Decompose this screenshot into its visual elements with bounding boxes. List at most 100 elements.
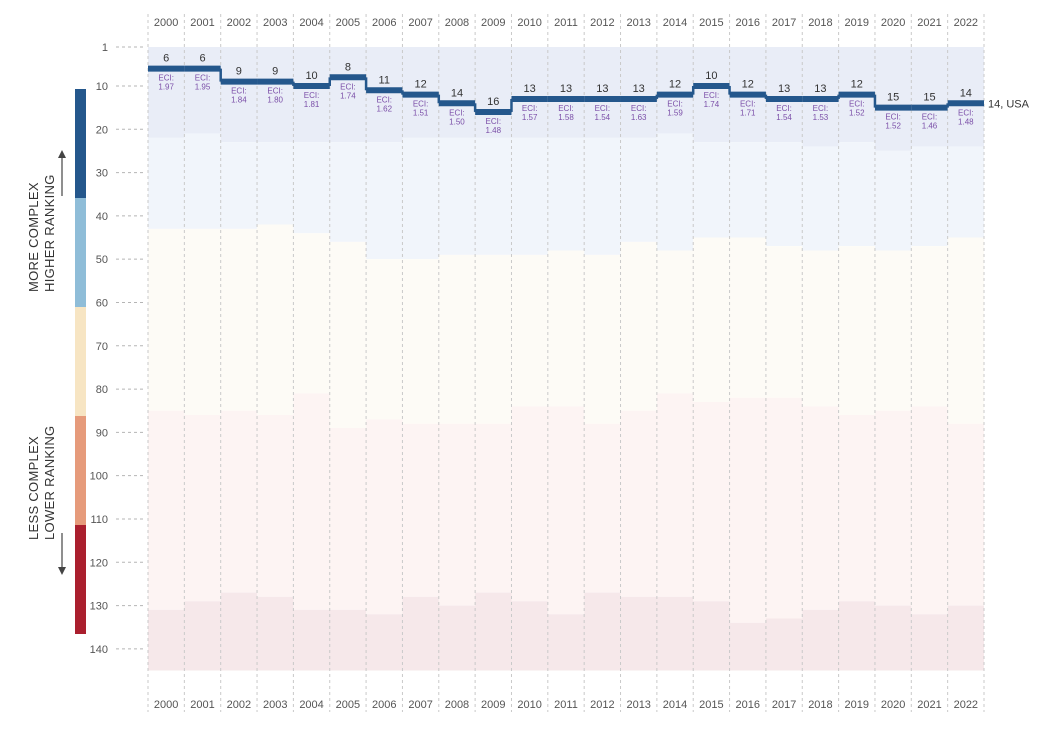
year-label-bottom: 2016 <box>735 699 759 711</box>
year-label-top: 2016 <box>735 17 759 29</box>
year-label-bottom: 2021 <box>917 699 941 711</box>
y-tick-label: 110 <box>90 514 108 526</box>
eci-value-label: 1.81 <box>304 100 320 109</box>
year-label-top: 2012 <box>590 17 614 29</box>
eci-prefix-label: ECI: <box>231 87 247 96</box>
rank-label: 6 <box>199 53 205 65</box>
rank-label: 13 <box>524 83 536 95</box>
rank-label: 9 <box>272 66 278 78</box>
eci-value-label: 1.95 <box>195 83 211 92</box>
year-label-top: 2022 <box>954 17 978 29</box>
eci-value-label: 1.97 <box>158 83 174 92</box>
eci-prefix-label: ECI: <box>340 82 356 91</box>
year-label-bottom: 2011 <box>554 699 578 711</box>
eci-value-label: 1.48 <box>958 117 974 126</box>
rank-label: 10 <box>705 70 717 82</box>
year-label-top: 2017 <box>772 17 796 29</box>
year-label-top: 2003 <box>263 17 287 29</box>
eci-prefix-label: ECI: <box>631 104 647 113</box>
x-axis-top: 2000 2001 2002 2003 2004 2005 2006 2007 2008 2009… <box>154 17 978 29</box>
rank-label: 8 <box>345 61 351 73</box>
eci-value-label: 1.57 <box>522 113 538 122</box>
eci-prefix-label: ECI: <box>885 113 901 122</box>
rank-label: 12 <box>742 79 754 91</box>
year-label-bottom: 2012 <box>590 699 614 711</box>
y-tick-label: 10 <box>96 81 108 93</box>
rank-label: 16 <box>487 96 499 108</box>
eci-value-label: 1.50 <box>449 117 465 126</box>
year-label-top: 2015 <box>699 17 723 29</box>
less-complex-label: LESS COMPLEX LOWER RANKING <box>26 426 57 540</box>
year-label-top: 2014 <box>663 17 687 29</box>
year-label-top: 2019 <box>845 17 869 29</box>
year-label-bottom: 2015 <box>699 699 723 711</box>
rank-label: 13 <box>560 83 572 95</box>
year-label-bottom: 2005 <box>336 699 360 711</box>
eci-value-label: 1.63 <box>631 113 647 122</box>
year-label-top: 2002 <box>227 17 251 29</box>
eci-prefix-label: ECI: <box>449 108 465 117</box>
year-label-bottom: 2014 <box>663 699 687 711</box>
eci-prefix-label: ECI: <box>376 95 392 104</box>
rank-label: 13 <box>778 83 790 95</box>
eci-prefix-label: ECI: <box>595 104 611 113</box>
rank-label: 15 <box>887 92 899 104</box>
year-label-top: 2007 <box>408 17 432 29</box>
y-tick-label: 80 <box>96 384 108 396</box>
eci-value-label: 1.59 <box>667 109 683 118</box>
band-5 <box>148 592 984 671</box>
scale-segment-2 <box>75 198 86 307</box>
rank-label: 9 <box>236 66 242 78</box>
band-3 <box>148 224 984 429</box>
y-tick-label: 100 <box>90 471 108 483</box>
eci-prefix-label: ECI: <box>813 104 829 113</box>
eci-prefix-label: ECI: <box>922 113 938 122</box>
rank-label: 14 <box>960 87 972 99</box>
year-label-top: 2008 <box>445 17 469 29</box>
year-label-bottom: 2018 <box>808 699 832 711</box>
eci-value-label: 1.62 <box>376 104 392 113</box>
year-label-top: 2000 <box>154 17 178 29</box>
y-tick-label: 40 <box>96 211 108 223</box>
year-label-bottom: 2008 <box>445 699 469 711</box>
eci-prefix-label: ECI: <box>667 100 683 109</box>
eci-value-label: 1.51 <box>413 109 429 118</box>
eci-prefix-label: ECI: <box>522 104 538 113</box>
eci-prefix-label: ECI: <box>195 74 211 83</box>
eci-value-label: 1.58 <box>558 113 574 122</box>
year-label-top: 2011 <box>554 17 578 29</box>
data-labels: 6ECI:1.976ECI:1.959ECI:1.849ECI:1.8010EC… <box>158 53 1029 135</box>
more-complex-text: MORE COMPLEX <box>26 182 41 292</box>
rank-label: 13 <box>814 83 826 95</box>
y-tick-label: 140 <box>90 644 108 656</box>
year-label-bottom: 2007 <box>408 699 432 711</box>
eci-value-label: 1.46 <box>922 122 938 131</box>
rank-label: 6 <box>163 53 169 65</box>
eci-value-label: 1.53 <box>813 113 829 122</box>
eci-value-label: 1.52 <box>885 122 901 131</box>
scale-segment-4 <box>75 416 86 525</box>
eci-prefix-label: ECI: <box>158 74 174 83</box>
year-label-top: 2010 <box>517 17 541 29</box>
y-tick-label: 120 <box>90 557 108 569</box>
ranking-bands <box>148 47 984 671</box>
year-gridlines <box>147 14 985 712</box>
band-4 <box>148 393 984 623</box>
rank-label: 10 <box>305 70 317 82</box>
y-tick-label: 50 <box>96 254 108 266</box>
scale-segment-3 <box>75 307 86 416</box>
eci-prefix-label: ECI: <box>958 108 974 117</box>
year-label-top: 2021 <box>917 17 941 29</box>
higher-ranking-text: HIGHER RANKING <box>42 174 57 292</box>
year-label-bottom: 2000 <box>154 699 178 711</box>
lower-ranking-text: LOWER RANKING <box>42 426 57 540</box>
y-tick-label: 90 <box>96 427 108 439</box>
year-label-bottom: 2006 <box>372 699 396 711</box>
eci-prefix-label: ECI: <box>304 91 320 100</box>
rank-label: 14 <box>451 87 463 99</box>
eci-prefix-label: ECI: <box>413 100 429 109</box>
eci-prefix-label: ECI: <box>740 100 756 109</box>
eci-value-label: 1.48 <box>486 126 502 135</box>
